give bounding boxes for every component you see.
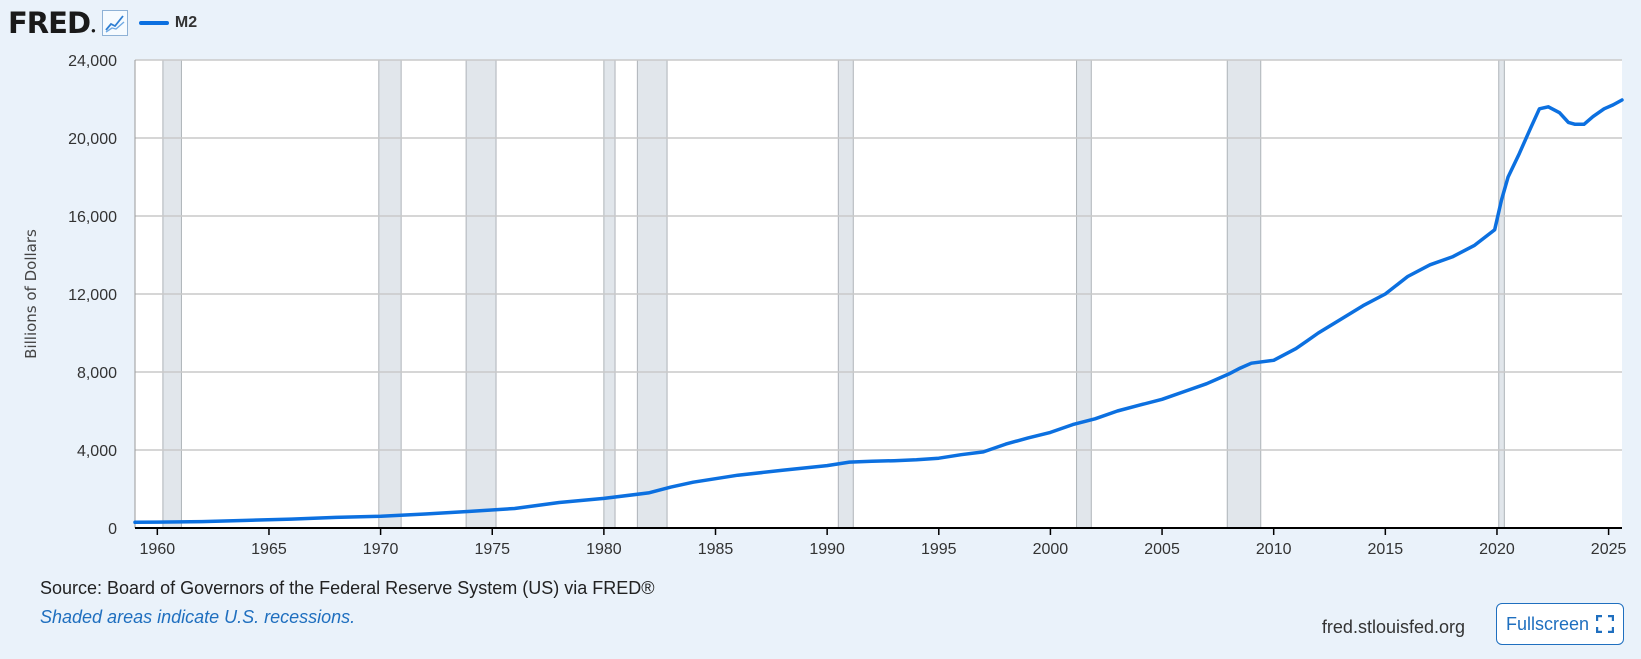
x-tick-label: 2000 <box>1033 541 1069 558</box>
fullscreen-button[interactable]: Fullscreen <box>1496 603 1624 645</box>
y-tick-label: 16,000 <box>68 209 117 226</box>
site-url[interactable]: fred.stlouisfed.org <box>1321 617 1465 637</box>
x-tick-label: 1990 <box>809 541 845 558</box>
x-tick-label: 1960 <box>140 541 176 558</box>
legend: M2 <box>138 14 198 32</box>
expand-icon <box>1595 614 1615 634</box>
legend-label-m2[interactable]: M2 <box>174 14 198 31</box>
legend-swatch <box>138 21 169 25</box>
series-layer <box>133 98 1624 525</box>
registered-mark-icon: ● <box>91 25 96 35</box>
y-axis-ticks: 0 4,000 8,000 12,000 16,000 20,000 24,000 <box>68 53 117 538</box>
y-tick-label: 12,000 <box>68 287 117 304</box>
x-tick-label: 1975 <box>474 541 510 558</box>
recession-note: Shaded areas indicate U.S. recessions. <box>40 607 356 627</box>
y-tick-label: 4,000 <box>77 443 117 460</box>
y-tick-label: 0 <box>108 521 117 538</box>
series-line-m2 <box>133 98 1624 525</box>
x-tick-label: 2020 <box>1479 541 1515 558</box>
y-axis-label: Billions of Dollars <box>22 229 40 359</box>
x-tick-label: 1985 <box>698 541 734 558</box>
y-tick-label: 24,000 <box>68 53 117 70</box>
x-tick-label: 1980 <box>586 541 622 558</box>
x-tick-label: 1970 <box>363 541 399 558</box>
fullscreen-label: Fullscreen <box>1505 613 1590 634</box>
line-chart-icon[interactable] <box>101 10 128 36</box>
x-tick-label: 2005 <box>1144 541 1180 558</box>
source-text: Source: Board of Governors of the Federa… <box>40 578 655 598</box>
x-tick-label: 2010 <box>1256 541 1292 558</box>
fred-logo[interactable]: FRED <box>8 6 91 40</box>
y-tick-label: 8,000 <box>77 365 117 382</box>
x-tick-label: 1995 <box>921 541 957 558</box>
chart-area: 1960 1965 1970 1975 1980 1985 1990 1995 2000 2005… <box>22 53 1627 558</box>
x-axis-ticks: 1960 1965 1970 1975 1980 1985 1990 1995 2000 2005… <box>140 528 1627 558</box>
x-tick-label: 1965 <box>251 541 287 558</box>
chart-header: FRED ● M2 <box>8 6 197 40</box>
gridlines <box>134 59 1622 529</box>
y-tick-label: 20,000 <box>68 131 117 148</box>
x-tick-label: 2025 <box>1591 541 1627 558</box>
x-tick-label: 2015 <box>1368 541 1404 558</box>
